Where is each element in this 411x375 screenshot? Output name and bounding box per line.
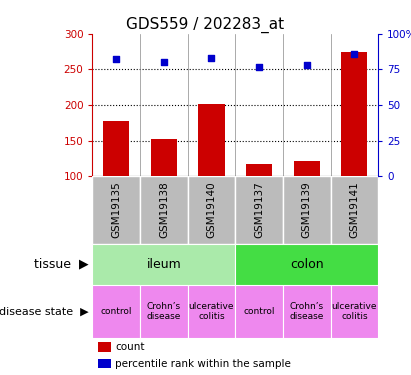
FancyBboxPatch shape (188, 176, 235, 244)
Point (208, 55, 215, 61)
Text: ileum: ileum (146, 258, 181, 271)
FancyBboxPatch shape (235, 176, 283, 244)
FancyBboxPatch shape (283, 176, 330, 244)
Bar (103, 121, 129, 176)
Text: disease state  ▶: disease state ▶ (0, 306, 88, 316)
Bar (341, 52, 367, 176)
FancyBboxPatch shape (188, 285, 235, 338)
Text: GSM19139: GSM19139 (302, 182, 312, 238)
FancyBboxPatch shape (140, 176, 188, 244)
FancyBboxPatch shape (92, 285, 140, 338)
Text: colon: colon (290, 258, 323, 271)
Text: Crohn’s
disease: Crohn’s disease (147, 302, 181, 321)
FancyBboxPatch shape (92, 244, 235, 285)
Point (303, 62, 310, 68)
Text: control: control (243, 307, 275, 316)
Point (161, 59, 167, 65)
Text: GSM19135: GSM19135 (111, 182, 121, 238)
Text: tissue  ▶: tissue ▶ (34, 258, 88, 271)
Text: count: count (115, 342, 145, 352)
Text: control: control (101, 307, 132, 316)
FancyBboxPatch shape (235, 285, 283, 338)
FancyBboxPatch shape (235, 244, 378, 285)
Text: percentile rank within the sample: percentile rank within the sample (115, 359, 291, 369)
Point (351, 51, 358, 57)
Text: Crohn’s
disease: Crohn’s disease (289, 302, 324, 321)
Point (256, 63, 262, 69)
Bar (98, 342, 111, 352)
FancyBboxPatch shape (330, 285, 378, 338)
Text: ulcerative
colitis: ulcerative colitis (189, 302, 234, 321)
Text: ulcerative
colitis: ulcerative colitis (332, 302, 377, 321)
Text: GSM19137: GSM19137 (254, 182, 264, 238)
FancyBboxPatch shape (92, 176, 140, 244)
FancyBboxPatch shape (283, 285, 330, 338)
Text: GSM19138: GSM19138 (159, 182, 169, 238)
Bar (98, 359, 111, 368)
Bar (151, 139, 177, 176)
Point (113, 56, 120, 62)
Text: GDS559 / 202283_at: GDS559 / 202283_at (127, 17, 284, 33)
Text: GSM19141: GSM19141 (349, 182, 359, 238)
Bar (293, 160, 320, 176)
FancyBboxPatch shape (140, 285, 188, 338)
FancyBboxPatch shape (330, 176, 378, 244)
Bar (199, 104, 224, 176)
Text: GSM19140: GSM19140 (206, 182, 217, 238)
Bar (246, 164, 272, 176)
